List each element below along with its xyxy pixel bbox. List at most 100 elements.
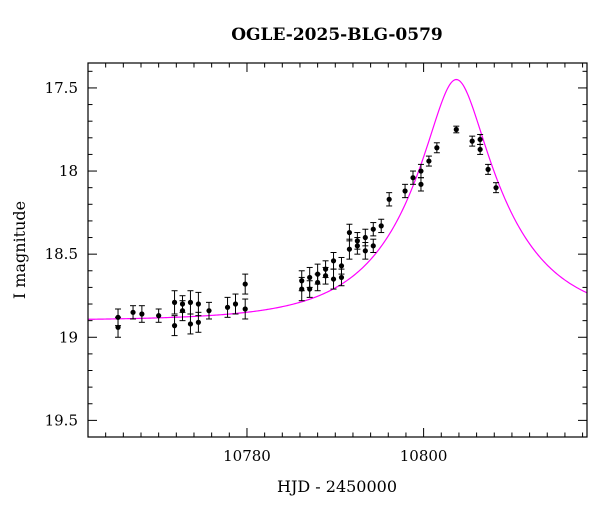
- data-point: [402, 183, 409, 199]
- data-marker: [322, 266, 329, 272]
- data-marker: [410, 175, 416, 181]
- data-point: [322, 260, 329, 278]
- y-tick-label: 18.5: [45, 245, 78, 263]
- data-marker: [477, 146, 483, 153]
- data-point: [338, 256, 345, 275]
- axis-tick-labels: 10780 10800 17.5 18 18.5 19 19.5: [45, 79, 448, 465]
- data-marker: [187, 321, 194, 327]
- data-marker: [206, 308, 212, 314]
- plot-area: [88, 78, 587, 338]
- data-point: [354, 232, 361, 250]
- data-marker: [299, 278, 305, 284]
- data-marker: [453, 126, 459, 133]
- data-point: [346, 238, 353, 260]
- data-point: [171, 290, 178, 315]
- data-point: [425, 155, 432, 167]
- data-marker: [171, 299, 178, 305]
- data-point: [469, 135, 476, 147]
- data-point: [171, 315, 178, 337]
- data-point: [232, 293, 239, 315]
- data-point: [298, 270, 305, 292]
- axis-ticks: [88, 63, 587, 438]
- data-marker: [195, 301, 201, 307]
- data-point: [205, 301, 212, 320]
- data-point: [306, 266, 313, 288]
- data-marker: [156, 313, 162, 319]
- data-marker: [330, 276, 337, 282]
- chart-title: OGLE-2025-BLG-0579: [231, 25, 443, 45]
- data-marker: [418, 168, 424, 174]
- data-marker: [469, 138, 475, 144]
- data-point: [346, 223, 353, 242]
- data-marker: [195, 319, 201, 325]
- data-marker: [485, 166, 491, 172]
- data-marker: [346, 229, 353, 236]
- data-point: [330, 251, 337, 270]
- data-point: [485, 163, 492, 175]
- data-point: [130, 305, 137, 320]
- data-point: [370, 238, 377, 253]
- data-marker: [402, 188, 408, 194]
- data-marker: [242, 281, 248, 287]
- data-marker: [370, 226, 376, 232]
- data-marker: [418, 181, 424, 187]
- y-axis-label: I magnitude: [10, 201, 29, 299]
- data-point: [195, 311, 202, 333]
- data-marker: [130, 309, 136, 315]
- data-point: [370, 222, 377, 237]
- data-marker: [477, 136, 483, 143]
- data-marker: [362, 234, 368, 241]
- data-point: [187, 313, 194, 335]
- data-marker: [362, 248, 368, 254]
- data-marker: [426, 158, 432, 164]
- data-point: [417, 177, 424, 192]
- data-point: [138, 305, 145, 323]
- data-point: [410, 170, 417, 185]
- x-tick-label: 10800: [400, 447, 448, 465]
- data-marker: [330, 258, 337, 264]
- data-point: [115, 316, 122, 338]
- x-axis-label: HJD - 2450000: [277, 477, 397, 496]
- data-point: [330, 268, 337, 290]
- data-point: [242, 273, 249, 295]
- data-marker: [346, 246, 353, 252]
- data-marker: [139, 311, 145, 317]
- data-marker: [386, 196, 392, 202]
- model-curve: [88, 78, 587, 320]
- data-marker: [434, 145, 440, 151]
- y-tick-label: 19.5: [45, 411, 78, 429]
- data-point: [314, 263, 321, 285]
- plot-frame: [87, 62, 588, 438]
- y-tick-label: 19: [59, 328, 78, 346]
- data-point: [417, 163, 424, 179]
- data-point: [477, 143, 484, 155]
- data-point: [378, 218, 385, 234]
- data-point: [386, 192, 393, 207]
- data-point: [187, 290, 194, 315]
- data-marker: [378, 223, 384, 229]
- data-point: [433, 142, 440, 154]
- data-point: [179, 300, 186, 322]
- data-marker: [370, 243, 376, 249]
- data-point: [477, 133, 484, 145]
- data-marker: [493, 185, 499, 191]
- data-marker: [338, 263, 345, 269]
- data-point: [362, 228, 369, 247]
- data-point: [453, 125, 460, 134]
- data-marker: [315, 271, 321, 277]
- data-point: [155, 308, 162, 323]
- data-point: [224, 296, 231, 318]
- data-point: [493, 182, 500, 194]
- y-tick-label: 17.5: [45, 79, 78, 97]
- data-marker: [242, 306, 248, 312]
- x-tick-label: 10780: [223, 447, 271, 465]
- data-marker: [354, 238, 360, 244]
- data-marker: [307, 274, 313, 281]
- data-marker: [338, 274, 345, 281]
- data-point: [242, 298, 249, 320]
- y-tick-label: 18: [59, 162, 78, 180]
- data-marker: [179, 308, 186, 314]
- data-marker: [224, 304, 231, 310]
- data-marker: [115, 324, 121, 330]
